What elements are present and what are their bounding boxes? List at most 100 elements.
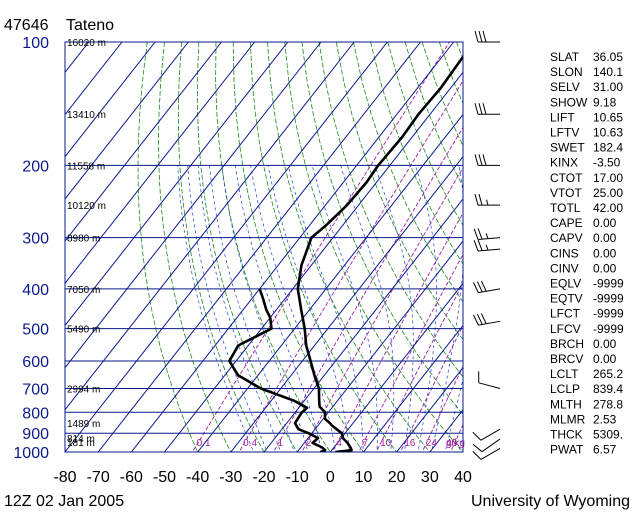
isotherm [230, 155, 463, 452]
height-labels: 16020 m 13410 m 11558 m 10120 m 8980 m 7050 m… [67, 38, 106, 449]
station-name: Tateno [66, 17, 114, 34]
isotherm [65, 42, 123, 116]
index-name: LFCT [550, 307, 581, 321]
index-value: 36.05 [593, 50, 623, 64]
mixing-ratio-label: 0.4 [243, 438, 257, 449]
index-name: SWET [550, 141, 585, 155]
moist-adiabat [444, 377, 463, 452]
dry-adiabat [301, 42, 463, 416]
isotherm [296, 240, 463, 452]
index-name: KINX [550, 156, 578, 170]
index-name: EQTV [550, 292, 583, 306]
dry-adiabat [387, 42, 463, 227]
index-value: 839.4 [593, 382, 623, 396]
index-name: CINV [550, 261, 579, 275]
isotherm [65, 42, 388, 452]
height-label: 814 m [67, 434, 95, 445]
index-name: BRCV [550, 352, 583, 366]
pressure-tick-label: 700 [22, 381, 49, 398]
dry-adiabat [232, 42, 364, 452]
dry-adiabat [250, 42, 398, 452]
mixing-ratio-line [421, 365, 463, 452]
temperature-tick-label: -50 [153, 469, 176, 486]
grid [64, 41, 464, 453]
mixing-ratio-line [331, 212, 463, 452]
isotherm [396, 366, 463, 452]
index-name: CINS [550, 246, 579, 260]
mixing-ratio-line [375, 282, 463, 452]
mixing-ratio-line [238, 79, 463, 452]
mixing-ratio-line [358, 253, 463, 452]
index-name: CAPE [550, 216, 583, 230]
mixing-ratio-line [272, 126, 463, 452]
index-value: 0.00 [593, 261, 617, 275]
height-label: 11558 m [67, 161, 105, 172]
index-value: 0.00 [593, 337, 617, 351]
index-value: 182.4 [593, 141, 623, 155]
height-label: 13410 m [67, 110, 106, 121]
pressure-tick-label: 1000 [13, 445, 49, 462]
wind-barb [478, 371, 501, 389]
index-value: 42.00 [593, 201, 623, 215]
index-name: TOTL [550, 201, 581, 215]
wind-barb [474, 30, 500, 43]
pressure-tick-label: 400 [22, 282, 49, 299]
index-name: CTOT [550, 171, 583, 185]
index-name: THCK [550, 428, 583, 442]
index-value: 25.00 [593, 186, 623, 200]
height-label: 2994 m [67, 384, 100, 395]
index-name: EQLV [550, 277, 581, 291]
isotherm [97, 42, 421, 452]
wind-barb [472, 428, 501, 441]
wind-barb [473, 280, 501, 294]
index-name: LCLP [550, 382, 580, 396]
mixing-ratio-label: 16 [404, 438, 416, 449]
station-id: 47646 [4, 17, 49, 34]
dry-adiabat [353, 42, 463, 303]
pressure-tick-label: 300 [22, 231, 49, 248]
moist-adiabat [267, 165, 350, 452]
dry-adiabat [137, 42, 199, 452]
index-name: CAPV [550, 231, 583, 245]
index-value: 9.18 [593, 95, 617, 109]
moist-adiabat [209, 165, 295, 452]
height-label: 8980 m [67, 234, 100, 245]
temperature-axis: -80 -70 -60 -50 -40 -30 -20 -10 0 10 20 30 40 [53, 469, 472, 486]
height-label: 7050 m [67, 285, 100, 296]
temperature-tick-label: -80 [53, 469, 76, 486]
index-name: MLTH [550, 397, 582, 411]
index-value: -9999 [593, 277, 624, 291]
moist-adiabat [431, 165, 463, 452]
temperature-tick-label: 40 [454, 469, 472, 486]
moist-adiabat [177, 165, 254, 452]
mixing-ratio-label: 24 [426, 438, 438, 449]
index-name: LFCV [550, 322, 581, 336]
wind-barb [473, 228, 501, 241]
temperature-tick-label: -10 [286, 469, 309, 486]
plot-frame [64, 41, 464, 453]
index-value: 0.00 [593, 246, 617, 260]
isotherm [329, 282, 463, 452]
mixing-ratio-label: 1 [278, 438, 284, 449]
wind-barb [472, 447, 501, 460]
pressure-tick-label: 600 [22, 354, 49, 371]
mixing-ratio-label: 4 [336, 438, 342, 449]
index-name: VTOT [550, 186, 582, 200]
mixing-ratio-labels: 0.1 0.4 1 2 4 7 10 16 24 40g/kg [197, 438, 465, 449]
index-value: 10.65 [593, 110, 623, 124]
index-name: SELV [550, 80, 580, 94]
pressure-tick-label: 200 [22, 158, 49, 175]
mixing-ratio-label: 7 [363, 438, 369, 449]
index-value: 5309. [593, 428, 623, 442]
wind-barb [473, 239, 501, 252]
mixing-ratio-line [399, 324, 463, 452]
height-label: 181 m [67, 438, 95, 449]
pressure-axis: 100 200 300 400 500 600 700 800 900 1000 [13, 35, 49, 462]
pressure-tick-label: 800 [22, 405, 49, 422]
moist-adiabat [197, 165, 282, 452]
mixing-ratio-label: g/kg [446, 438, 465, 449]
index-name: LFTV [550, 126, 579, 140]
dry-adiabat [318, 42, 463, 378]
index-name: SLAT [550, 50, 580, 64]
dry-adiabat [196, 42, 298, 452]
